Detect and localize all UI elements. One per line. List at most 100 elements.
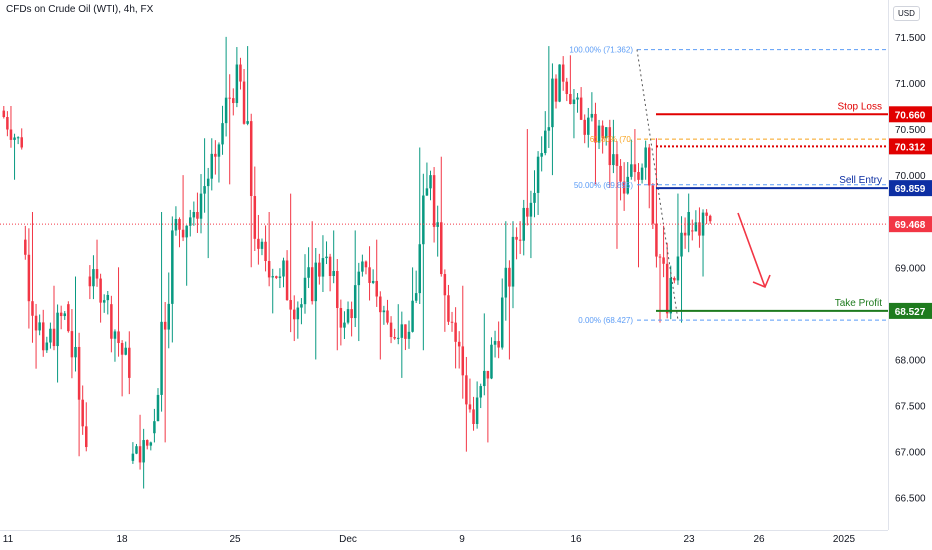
candle-body [432,175,436,227]
fib-level-label: 61.80% (70. [590,135,633,144]
candle-body [407,331,411,339]
candle-body [63,313,67,317]
candle-body [698,222,701,236]
x-tick-label: 26 [753,534,765,545]
candle-body [336,270,339,308]
candle-body [145,440,149,446]
candle-body [493,341,497,345]
candle-body [232,98,235,104]
candle-body [633,164,637,173]
candle-body [203,186,206,194]
candle-body [497,341,500,348]
down-arrow-head [752,274,771,289]
y-tick-label: 67.500 [895,402,926,413]
candle-body [673,277,676,281]
candle-body [310,267,314,302]
candle-body [353,285,357,319]
candle-body [160,321,163,395]
candle-body [224,97,228,124]
candle-body [647,147,651,186]
fib-level-label: 50.00% (69.895) [574,181,633,190]
candle-body [185,225,188,238]
candle-body [468,404,472,410]
candle-body [67,304,70,332]
candle-body [117,331,120,344]
candle-body [189,217,192,226]
candle-body [526,207,529,217]
candle-body [128,347,131,378]
candle-body [210,153,214,179]
candle-body [339,307,343,328]
candle-body [6,117,9,130]
candle-body [504,267,508,298]
candle-body [314,262,318,302]
y-tick-label: 71.000 [895,79,926,90]
candle-body [576,97,579,100]
candle-body [601,125,604,139]
candle-body [694,222,698,232]
candle-body [85,426,88,448]
price-tag-bg [889,106,932,123]
candle-body [594,113,597,143]
candle-body [708,215,712,222]
candle-body [110,304,113,339]
time-axis-border [0,530,888,531]
chart-title: CFDs on Crude Oil (WTI), 4h, FX [6,4,154,15]
candle-body [429,175,432,189]
y-tick-label: 70.000 [895,171,926,182]
candle-body [27,254,31,302]
candle-body [31,301,34,316]
candle-body [425,188,429,196]
candle-body [450,321,454,323]
candle-body [253,196,257,239]
candle-body [249,121,253,197]
candle-body [221,123,224,145]
candle-body [13,137,16,140]
candle-body [318,262,321,277]
trade-level-name: Take Profit [835,298,882,309]
candle-body [235,64,239,104]
candle-body [465,375,468,405]
candle-body [486,370,490,379]
price-tag-bg [889,180,932,197]
price-tag-bg [889,138,932,155]
candle-body [422,195,425,245]
candle-body [691,230,694,232]
price-tag: 70.312 [895,142,926,153]
candle-body [328,256,332,277]
candle-body [396,337,400,339]
candle-body [271,276,274,278]
candle-body [246,121,249,124]
candle-body [615,154,619,166]
candle-body [206,178,210,187]
candle-body [106,294,110,301]
candle-body [228,97,231,99]
x-tick-label: 18 [116,534,128,545]
candle-body [705,212,708,216]
candle-body [604,127,608,139]
currency-button[interactable]: USD [893,6,920,21]
price-tag-bg [889,302,932,319]
fib-level-label: 0.00% (68.427) [578,316,633,325]
candle-body [41,322,45,351]
candle-body [307,267,310,278]
x-tick-label: 16 [570,534,582,545]
candle-body [95,269,99,279]
candle-body [257,238,260,249]
candle-body [658,256,662,258]
candle-body [393,337,396,339]
candle-body [515,236,518,240]
candle-body [156,394,160,422]
candle-body [45,342,49,351]
candle-body [436,222,439,227]
candle-body [59,312,63,317]
candle-body [554,78,558,102]
candle-body [77,346,81,400]
candle-body [239,64,242,82]
candle-body [540,153,543,157]
candle-body [135,446,138,454]
candle-body [414,293,418,301]
candle-body [651,185,655,224]
candle-body [88,276,92,287]
